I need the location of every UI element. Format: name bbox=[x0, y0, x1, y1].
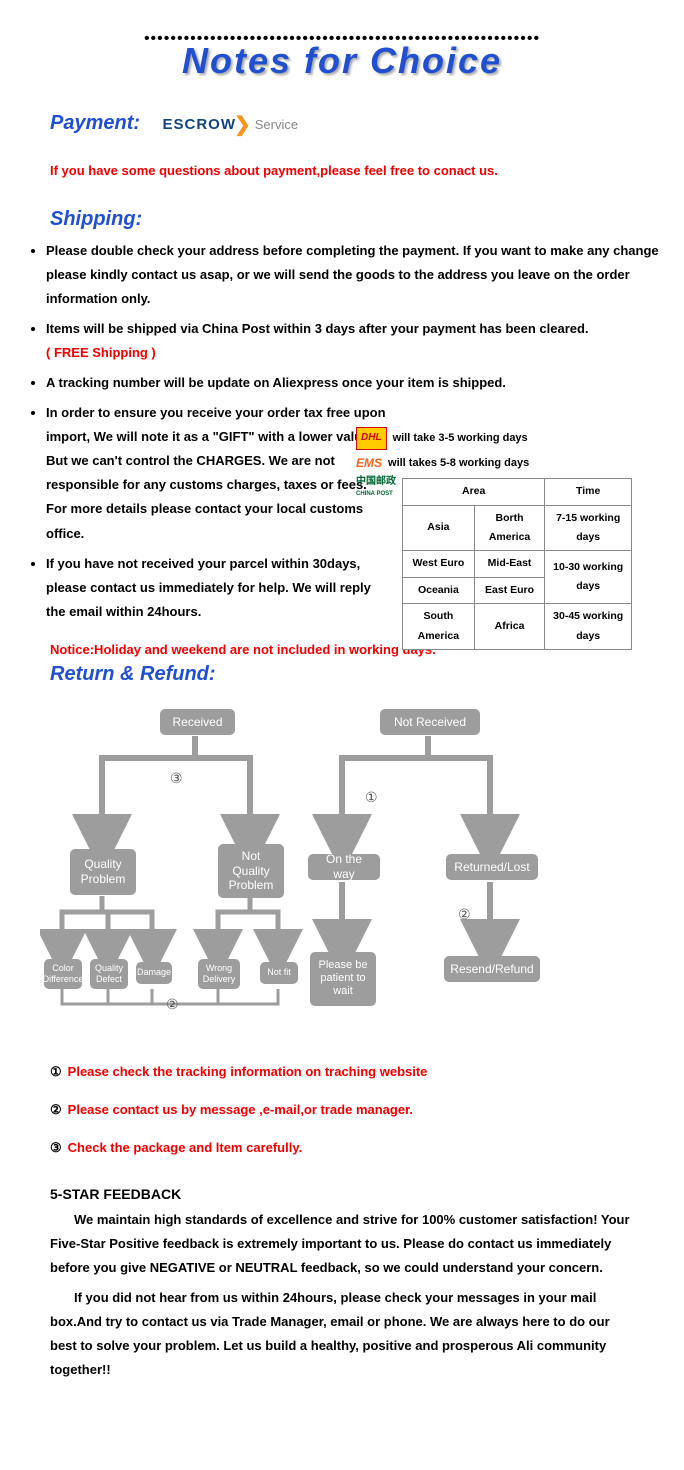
shipping-item: A tracking number will be update on Alie… bbox=[46, 371, 664, 395]
circle-1: ① bbox=[365, 789, 378, 806]
feedback-p1: We maintain high standards of excellence… bbox=[50, 1208, 634, 1280]
td: South America bbox=[403, 604, 475, 650]
shipping-heading: Shipping: bbox=[50, 208, 142, 231]
page-title: Notes for Choice bbox=[20, 40, 664, 82]
ems-logo: EMS bbox=[356, 456, 382, 470]
td: Oceania bbox=[403, 577, 475, 603]
step-text: Please check the tracking information on… bbox=[68, 1064, 428, 1079]
td: Asia bbox=[403, 505, 475, 551]
node-not-received: Not Received bbox=[380, 709, 480, 735]
step-text: Check the package and ltem carefully. bbox=[68, 1140, 303, 1155]
shipping-time-table: AreaTime AsiaBorth America7-15 working d… bbox=[402, 478, 632, 650]
free-shipping: ( FREE Shipping ) bbox=[46, 345, 156, 360]
node-qd: Quality Defect bbox=[90, 959, 128, 989]
escrow-service: Service bbox=[255, 117, 298, 132]
node-received: Received bbox=[160, 709, 235, 735]
node-qp: Quality Problem bbox=[70, 849, 136, 895]
node-cd: Color Difference bbox=[44, 959, 82, 989]
payment-note: If you have some questions about payment… bbox=[50, 163, 664, 178]
chevron-icon: ❯ bbox=[234, 112, 251, 137]
th-time: Time bbox=[545, 479, 632, 505]
step-num: ② bbox=[50, 1102, 62, 1117]
return-heading: Return & Refund: bbox=[50, 663, 216, 686]
td: Borth America bbox=[474, 505, 545, 551]
step-2: ② Please contact us by message ,e-mail,or… bbox=[50, 1102, 664, 1118]
td: 30-45 working days bbox=[545, 604, 632, 650]
ship-text: In order to ensure you receive your orde… bbox=[46, 401, 386, 545]
step-1: ① Please check the tracking information o… bbox=[50, 1064, 664, 1080]
node-otw: On the way bbox=[308, 854, 380, 880]
step-num: ① bbox=[50, 1064, 62, 1079]
th-area: Area bbox=[403, 479, 545, 505]
circle-2a: ② bbox=[458, 906, 471, 923]
dhl-note: will take 3-5 working days bbox=[393, 428, 528, 448]
node-nqp: Not Quality Problem bbox=[218, 844, 284, 898]
td: 7-15 working days bbox=[545, 505, 632, 551]
chinapost-en: CHINA POST bbox=[356, 491, 393, 497]
node-nf: Not fit bbox=[260, 962, 298, 984]
node-rl: Returned/Lost bbox=[446, 854, 538, 880]
feedback-p2: If you did not hear from us within 24hou… bbox=[50, 1286, 634, 1382]
step-text: Please contact us by message ,e-mail,or … bbox=[68, 1102, 413, 1117]
shipping-item: Items will be shipped via China Post wit… bbox=[46, 317, 664, 365]
node-wd: Wrong Delivery bbox=[198, 959, 240, 989]
circle-3: ③ bbox=[170, 770, 183, 787]
td: Mid-East bbox=[474, 551, 545, 577]
td: Africa bbox=[474, 604, 545, 650]
td: East Euro bbox=[474, 577, 545, 603]
td: West Euro bbox=[403, 551, 475, 577]
ship-text: If you have not received your parcel wit… bbox=[46, 552, 376, 624]
payment-heading: Payment: bbox=[50, 112, 140, 135]
circle-2b: ② bbox=[166, 996, 179, 1013]
shipping-item: Please double check your address before … bbox=[46, 239, 664, 311]
ship-text: Items will be shipped via China Post wit… bbox=[46, 321, 589, 336]
carrier-block: DHL will take 3-5 working days EMS will … bbox=[356, 401, 656, 652]
return-flowchart: Received Not Received ③ ① Quality Proble… bbox=[40, 704, 664, 1044]
feedback-heading: 5-STAR FEEDBACK bbox=[50, 1186, 664, 1202]
step-num: ③ bbox=[50, 1140, 62, 1155]
node-dmg: Damage bbox=[136, 962, 172, 984]
td: 10-30 working days bbox=[545, 551, 632, 604]
chinapost-logo: 中国邮政 bbox=[356, 476, 396, 487]
dhl-logo: DHL bbox=[356, 427, 387, 450]
ems-note: will takes 5-8 working days bbox=[388, 453, 529, 473]
escrow-text: ESCROW bbox=[162, 116, 236, 133]
shipping-item: In order to ensure you receive your orde… bbox=[46, 401, 664, 545]
node-rr: Resend/Refund bbox=[444, 956, 540, 982]
shipping-list: Please double check your address before … bbox=[24, 239, 664, 624]
node-wait: Please be patient to wait bbox=[310, 952, 376, 1006]
step-3: ③ Check the package and ltem carefully. bbox=[50, 1140, 664, 1156]
steps-list: ① Please check the tracking information o… bbox=[50, 1064, 664, 1156]
escrow-logo: ESCROW ❯ Service bbox=[162, 112, 298, 137]
